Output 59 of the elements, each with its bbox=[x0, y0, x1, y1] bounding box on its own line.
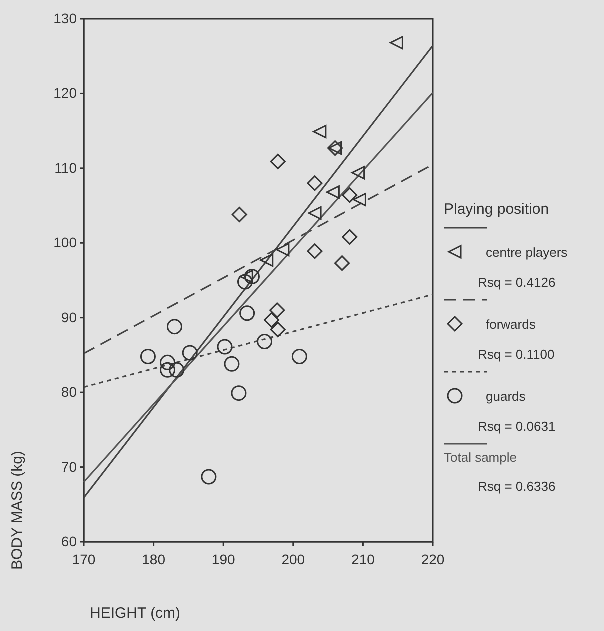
text: Rsq = 0.1100 bbox=[478, 347, 555, 362]
point bbox=[201, 469, 217, 485]
point bbox=[342, 188, 358, 204]
point bbox=[182, 345, 198, 361]
y-tick-label: 60 bbox=[61, 533, 78, 550]
point bbox=[231, 386, 247, 402]
x-tick-label: 200 bbox=[282, 551, 306, 568]
point bbox=[264, 312, 280, 328]
point bbox=[160, 354, 176, 370]
point bbox=[244, 269, 260, 284]
y-axis-title: BODY MASS (kg) bbox=[9, 451, 26, 570]
x-tick-label: 170 bbox=[72, 551, 96, 568]
point bbox=[140, 348, 156, 364]
y-tick-label: 80 bbox=[61, 384, 78, 400]
point bbox=[334, 256, 350, 272]
point bbox=[240, 270, 254, 284]
point bbox=[270, 154, 286, 170]
point bbox=[237, 274, 253, 290]
legend-label: guards bbox=[486, 389, 526, 404]
point bbox=[240, 306, 256, 322]
point bbox=[257, 334, 273, 350]
y-tick-label: 120 bbox=[54, 85, 78, 102]
point bbox=[308, 206, 322, 220]
point bbox=[224, 356, 240, 372]
legend-label: centre players bbox=[486, 245, 568, 260]
y-tick-label: 70 bbox=[61, 458, 78, 475]
x-tick-label: 180 bbox=[142, 551, 166, 568]
x-tick-label: 190 bbox=[212, 551, 236, 568]
point bbox=[166, 319, 182, 335]
y-tick-label: 110 bbox=[54, 160, 78, 176]
point bbox=[390, 36, 404, 50]
y-tick-label: 100 bbox=[54, 234, 78, 251]
point bbox=[313, 125, 327, 139]
text: Total sample bbox=[444, 450, 517, 465]
point bbox=[352, 193, 366, 207]
text: Rsq = 0.4126 bbox=[478, 275, 556, 290]
point bbox=[342, 229, 358, 245]
point bbox=[270, 302, 286, 318]
y-tick-label: 130 bbox=[54, 10, 78, 26]
point bbox=[160, 362, 176, 378]
point bbox=[260, 254, 274, 268]
point bbox=[270, 322, 286, 338]
point bbox=[232, 207, 248, 222]
point bbox=[169, 362, 185, 378]
legend-title: Playing position bbox=[444, 201, 550, 218]
x-axis-title: HEIGHT (cm) bbox=[90, 605, 181, 622]
x-tick-label: 220 bbox=[421, 551, 445, 568]
legend-label: forwards bbox=[486, 317, 536, 332]
point bbox=[326, 186, 340, 200]
x-tick-label: 210 bbox=[352, 551, 376, 568]
point bbox=[307, 176, 323, 192]
text: Rsq = 0.0631 bbox=[478, 419, 556, 434]
point bbox=[217, 339, 233, 355]
point bbox=[276, 243, 290, 257]
point bbox=[307, 244, 323, 260]
text: Rsq = 0.6336 bbox=[478, 479, 556, 494]
y-tick-label: 90 bbox=[61, 309, 78, 326]
point bbox=[352, 166, 366, 180]
point bbox=[292, 348, 308, 364]
